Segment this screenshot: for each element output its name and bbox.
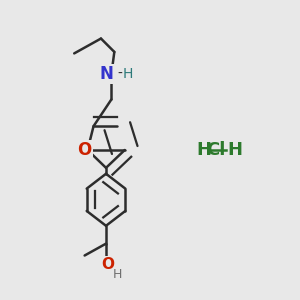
Text: O: O — [77, 141, 92, 159]
Text: N: N — [100, 65, 114, 83]
Text: H: H — [122, 67, 133, 81]
Text: H: H — [113, 268, 123, 281]
Text: H: H — [227, 141, 242, 159]
Text: Cl: Cl — [206, 141, 225, 159]
Text: H: H — [196, 141, 211, 159]
Text: -: - — [117, 67, 122, 81]
Text: O: O — [101, 257, 114, 272]
